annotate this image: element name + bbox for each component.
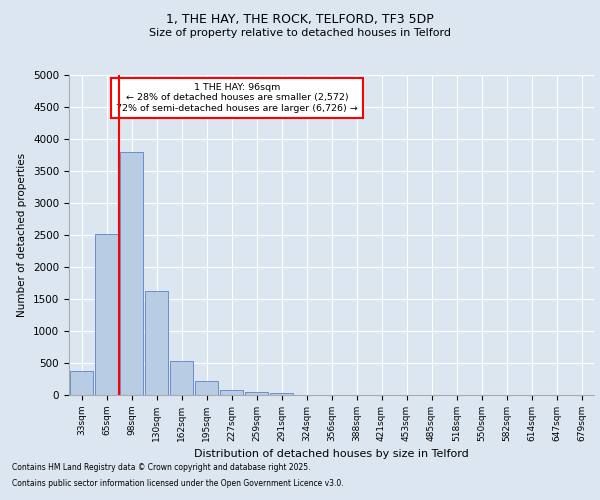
Text: Contains public sector information licensed under the Open Government Licence v3: Contains public sector information licen… <box>12 478 344 488</box>
Bar <box>220 390 243 395</box>
Bar <box>245 392 268 395</box>
Bar <box>95 234 118 395</box>
Bar <box>170 361 193 395</box>
Text: 1, THE HAY, THE ROCK, TELFORD, TF3 5DP: 1, THE HAY, THE ROCK, TELFORD, TF3 5DP <box>166 12 434 26</box>
Bar <box>195 381 218 395</box>
Bar <box>120 152 143 395</box>
Text: Size of property relative to detached houses in Telford: Size of property relative to detached ho… <box>149 28 451 38</box>
Bar <box>70 372 93 395</box>
Bar <box>145 292 168 395</box>
Text: Contains HM Land Registry data © Crown copyright and database right 2025.: Contains HM Land Registry data © Crown c… <box>12 464 311 472</box>
X-axis label: Distribution of detached houses by size in Telford: Distribution of detached houses by size … <box>194 450 469 460</box>
Bar <box>270 393 293 395</box>
Y-axis label: Number of detached properties: Number of detached properties <box>17 153 28 317</box>
Text: 1 THE HAY: 96sqm
← 28% of detached houses are smaller (2,572)
72% of semi-detach: 1 THE HAY: 96sqm ← 28% of detached house… <box>116 83 358 113</box>
